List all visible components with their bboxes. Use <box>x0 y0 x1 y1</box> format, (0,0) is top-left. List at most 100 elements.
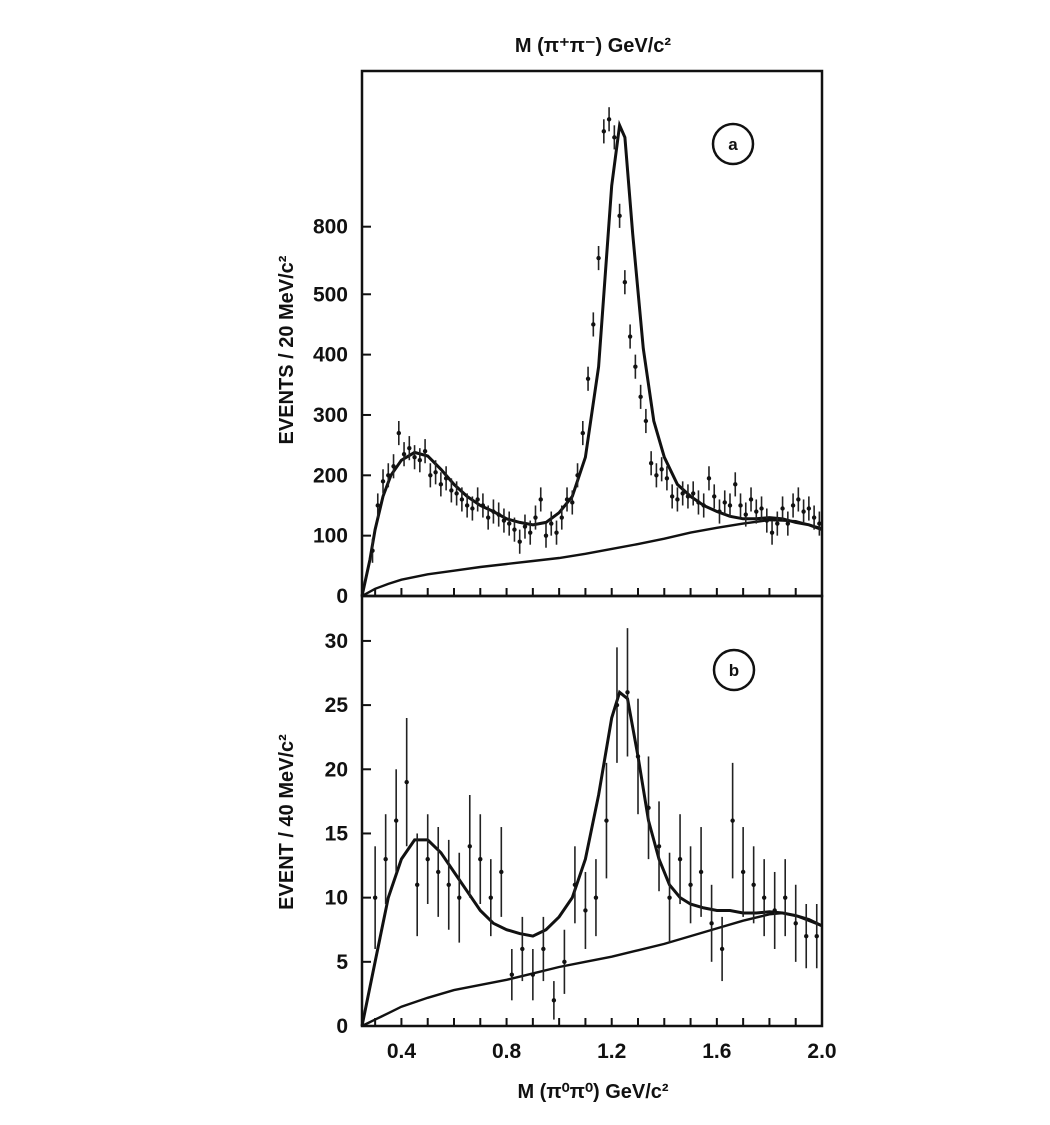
data-point-a <box>517 539 522 544</box>
data-point-a <box>491 509 496 514</box>
data-point-b <box>478 856 483 862</box>
x-tick-label: 1.6 <box>702 1040 731 1063</box>
data-point-b <box>393 818 399 823</box>
y-tick-label-b: 10 <box>325 887 348 910</box>
data-point-a <box>675 497 680 502</box>
data-point-a <box>738 503 743 508</box>
data-point-b <box>488 895 493 900</box>
data-point-b <box>646 805 651 810</box>
data-point-a <box>591 322 596 327</box>
y-tick-label-a: 400 <box>313 344 348 367</box>
data-point-a <box>811 515 817 520</box>
data-point-b <box>572 882 578 888</box>
data-point-a <box>533 515 538 520</box>
data-point-a <box>722 500 727 505</box>
data-point-b <box>520 946 525 952</box>
panel-b-frame <box>360 594 824 1028</box>
panel-a-ylabel: EVENTS / 20 MeV/c² <box>276 255 298 444</box>
data-point-a <box>438 482 444 487</box>
data-point-b <box>383 856 388 862</box>
data-point-b <box>772 908 777 913</box>
data-point-a <box>659 467 664 472</box>
data-point-b <box>562 959 567 965</box>
data-point-b <box>551 998 557 1003</box>
data-point-a <box>396 430 401 436</box>
data-point-a <box>575 473 580 478</box>
panel-a-tag-label: a <box>728 135 738 154</box>
data-point-a <box>380 479 386 484</box>
data-point-b <box>457 895 462 900</box>
data-point-a <box>664 476 670 481</box>
data-point-a <box>386 473 391 478</box>
data-point-a <box>617 213 622 219</box>
data-point-a <box>422 448 428 454</box>
y-tick-label-a: 500 <box>313 283 348 306</box>
y-tick-label-a: 300 <box>313 404 348 427</box>
data-point-a <box>580 430 585 436</box>
data-point-b <box>530 972 536 977</box>
panel-b-ylabel: EVENT / 40 MeV/c² <box>276 734 298 910</box>
data-point-a <box>375 503 380 508</box>
data-point-a <box>633 364 638 369</box>
data-point-b <box>688 882 693 888</box>
data-point-a <box>459 497 465 502</box>
data-point-b <box>372 895 378 900</box>
data-point-a <box>759 506 764 511</box>
background-fit-curve-a <box>361 518 823 598</box>
data-point-a <box>417 458 423 463</box>
data-point-b <box>730 818 735 823</box>
data-point-b <box>740 869 746 875</box>
data-point-a <box>501 518 507 523</box>
data-point-a <box>485 515 491 520</box>
data-point-b <box>761 895 767 900</box>
data-point-a <box>412 455 417 460</box>
data-point-b <box>425 856 430 862</box>
data-point-a <box>606 117 612 122</box>
panel-a-plot: 0 100 200 300 400 500 800 <box>313 107 823 608</box>
data-point-b <box>593 895 599 900</box>
data-point-a <box>733 482 738 487</box>
data-point-a <box>727 503 733 508</box>
data-point-a <box>775 521 780 526</box>
data-point-a <box>570 500 575 505</box>
data-point-a <box>512 527 517 532</box>
data-point-a <box>601 129 607 134</box>
panel-b-tag-label: b <box>729 661 739 680</box>
data-point-b <box>677 856 683 862</box>
y-tick-label-b: 15 <box>325 822 349 845</box>
data-point-a <box>407 445 412 451</box>
data-point-a <box>522 524 528 529</box>
data-point-a <box>543 533 549 538</box>
data-point-a <box>528 530 533 535</box>
panel-a-tag: a <box>711 122 755 166</box>
y-tick-label-b: 30 <box>325 630 348 653</box>
data-point-a <box>549 521 554 526</box>
data-point-b <box>404 779 409 785</box>
data-point-b <box>698 869 704 875</box>
data-point-a <box>622 280 628 285</box>
data-point-a <box>743 512 748 517</box>
data-point-b <box>783 895 788 900</box>
data-point-a <box>780 506 785 511</box>
data-point-a <box>701 503 706 508</box>
data-point-a <box>428 473 433 478</box>
data-point-a <box>585 376 591 381</box>
data-point-b <box>604 818 609 823</box>
data-point-a <box>538 497 543 502</box>
data-point-a <box>370 548 375 553</box>
data-point-a <box>680 491 685 496</box>
data-point-a <box>648 461 654 466</box>
data-point-a <box>754 509 759 514</box>
x-tick-label: 1.2 <box>597 1040 626 1063</box>
data-point-a <box>801 509 806 514</box>
data-point-a <box>817 521 822 526</box>
data-point-a <box>443 476 449 481</box>
y-tick-label-b: 25 <box>325 694 349 717</box>
data-point-a <box>554 530 559 535</box>
data-point-a <box>475 497 480 502</box>
data-point-b <box>804 933 809 939</box>
y-tick-label-a: 100 <box>313 525 348 548</box>
data-point-b <box>709 921 714 926</box>
x-tick-label: 0.8 <box>492 1040 522 1063</box>
data-point-a <box>464 503 470 508</box>
